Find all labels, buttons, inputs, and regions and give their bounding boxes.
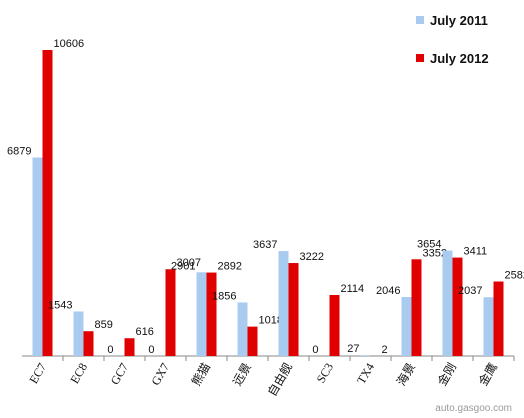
bar-2012-0 xyxy=(42,50,53,356)
category-label-2: GC7 xyxy=(108,361,131,388)
category-label-9: 海景 xyxy=(393,360,418,388)
data-label-2012-7: 2114 xyxy=(341,283,365,295)
legend-swatch-2011 xyxy=(416,16,424,24)
bar-2012-9 xyxy=(411,259,422,356)
legend-item-2011: July 2011 xyxy=(416,10,489,30)
legend-label-2012: July 2012 xyxy=(430,50,489,66)
data-label-2012-5: 1018 xyxy=(259,315,283,327)
bar-2012-10 xyxy=(452,257,463,356)
bar-2012-2 xyxy=(124,338,135,356)
bar-2012-3 xyxy=(165,269,176,356)
data-label-2011-6: 3637 xyxy=(253,239,277,251)
category-label-7: SC3 xyxy=(314,361,336,386)
data-label-2011-11: 2037 xyxy=(458,285,482,297)
data-label-2012-1: 859 xyxy=(95,319,113,331)
data-label-2011-2: 0 xyxy=(107,344,113,356)
bar-2011-6 xyxy=(278,251,289,356)
bar-2011-11 xyxy=(483,297,494,356)
bar-2012-1 xyxy=(83,331,94,356)
bar-2012-5 xyxy=(247,326,258,356)
bar-2011-10 xyxy=(442,250,453,356)
data-label-2011-8: 27 xyxy=(347,343,359,355)
data-label-2012-0: 10606 xyxy=(54,38,85,50)
data-label-2011-1: 1543 xyxy=(48,299,72,311)
data-label-2012-9: 3352 xyxy=(423,247,447,259)
bar-2011-5 xyxy=(237,302,248,356)
data-label-2012-8: 2 xyxy=(382,344,388,356)
data-label-2011-7: 0 xyxy=(312,344,318,356)
data-label-2012-2: 616 xyxy=(136,326,154,338)
data-label-2011-3: 0 xyxy=(148,344,154,356)
data-label-2011-5: 1856 xyxy=(212,290,236,302)
data-label-2012-6: 3222 xyxy=(300,251,324,263)
category-label-10: 金刚 xyxy=(434,360,459,388)
watermark: auto.gasgoo.com xyxy=(435,403,512,414)
legend: July 2011 July 2012 xyxy=(416,10,489,86)
legend-swatch-2012 xyxy=(416,54,424,62)
data-label-2011-4: 2901 xyxy=(171,260,195,272)
data-label-2011-0: 6879 xyxy=(7,146,31,158)
bar-2011-4 xyxy=(196,272,207,356)
category-label-3: GX7 xyxy=(148,361,172,388)
category-label-11: 金鹰 xyxy=(475,360,500,388)
category-label-4: 熊猫 xyxy=(188,360,213,388)
data-label-2012-10: 3411 xyxy=(464,246,488,258)
category-label-0: EC7 xyxy=(26,361,49,386)
bar-2011-0 xyxy=(32,157,43,356)
bar-2012-11 xyxy=(493,281,504,356)
data-label-2012-11: 2582 xyxy=(505,270,524,282)
data-label-2012-3: 3007 xyxy=(177,257,201,269)
data-label-2011-10: 3654 xyxy=(417,239,441,251)
bar-2012-4 xyxy=(206,272,217,356)
category-label-6: 自由舰 xyxy=(265,361,295,399)
category-label-1: EC8 xyxy=(67,361,90,386)
bar-2012-6 xyxy=(288,263,299,356)
bar-2012-7 xyxy=(329,295,340,356)
bar-2011-1 xyxy=(73,311,84,356)
data-label-2012-4: 2892 xyxy=(218,261,242,273)
legend-item-2012: July 2012 xyxy=(416,48,489,68)
category-label-8: TX4 xyxy=(354,361,377,387)
bar-2011-8 xyxy=(360,355,371,356)
data-label-2011-9: 2046 xyxy=(376,285,400,297)
bar-2011-9 xyxy=(401,296,412,356)
category-label-5: 远景 xyxy=(230,361,254,389)
legend-label-2011: July 2011 xyxy=(430,12,488,28)
